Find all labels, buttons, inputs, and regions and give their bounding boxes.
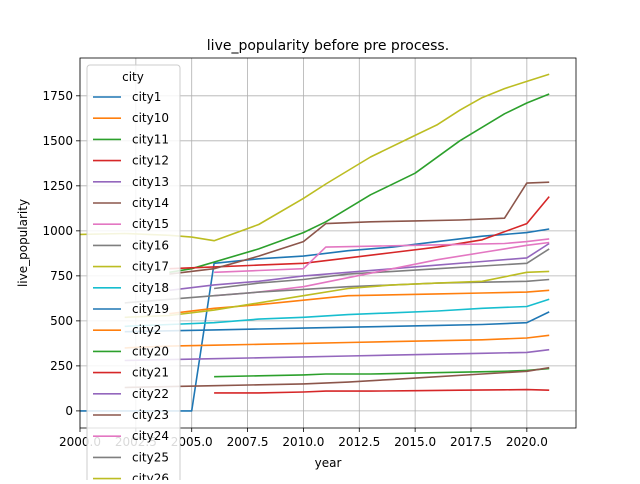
y-tick-label: 1250 <box>42 179 73 193</box>
series-line-city2 <box>124 334 550 349</box>
legend-label-city14: city14 <box>132 196 169 210</box>
legend-title: city <box>122 70 144 84</box>
legend-label-city23: city23 <box>132 408 169 422</box>
y-tick-label: 1750 <box>42 89 73 103</box>
legend-label-city15: city15 <box>132 217 169 231</box>
series-line-city14 <box>169 181 550 275</box>
series-line-city26 <box>124 270 550 319</box>
series-line-city11 <box>169 93 550 274</box>
legend-label-city11: city11 <box>132 132 169 146</box>
series-line-city15 <box>214 238 550 274</box>
x-tick-label: 2017.5 <box>450 435 492 449</box>
y-tick-label: 250 <box>50 359 73 373</box>
y-tick-label: 0 <box>65 404 73 418</box>
x-tick-label: 2020.0 <box>506 435 548 449</box>
y-tick-label: 1000 <box>42 224 73 238</box>
x-tick-label: 2005.0 <box>171 435 213 449</box>
legend-label-city17: city17 <box>132 260 169 274</box>
series-line-city24 <box>214 241 550 297</box>
series-line-city16 <box>214 248 550 290</box>
legend-label-city19: city19 <box>132 302 169 316</box>
legend-label-city25: city25 <box>132 450 169 464</box>
x-tick-label: 2010.0 <box>282 435 324 449</box>
series-lines <box>79 73 550 412</box>
legend-label-city24: city24 <box>132 429 169 443</box>
series-line-city13 <box>169 242 550 292</box>
x-tick-label: 2007.5 <box>227 435 269 449</box>
chart-title: live_popularity before pre process. <box>207 38 449 54</box>
legend-label-city12: city12 <box>132 154 169 168</box>
series-line-city18 <box>124 298 550 328</box>
legend: city city1 city10 city11 city12 city13 city14… <box>86 64 181 484</box>
legend-label-city10: city10 <box>132 111 169 125</box>
plot-frame <box>79 57 577 429</box>
series-line-city21 <box>214 388 550 394</box>
series-line-city22 <box>124 348 550 362</box>
series-line-city23 <box>124 366 550 389</box>
legend-label-city16: city16 <box>132 238 169 252</box>
series-line-city19 <box>124 311 550 333</box>
series-line-city17 <box>79 73 550 242</box>
legend-label-city1: city1 <box>132 90 161 104</box>
legend-label-city26: city26 <box>132 472 169 480</box>
y-tick-label: 750 <box>50 269 73 283</box>
y-axis-label: live_popularity <box>16 199 30 287</box>
x-axis-label: year <box>315 456 342 470</box>
legend-label-city13: city13 <box>132 175 169 189</box>
legend-box <box>86 64 181 484</box>
legend-label-city21: city21 <box>132 366 169 380</box>
series-line-city20 <box>214 367 550 378</box>
series-line-city25 <box>124 278 550 304</box>
x-tick-label: 2015.0 <box>394 435 436 449</box>
legend-label-city22: city22 <box>132 387 169 401</box>
legend-label-city2: city2 <box>132 323 161 337</box>
legend-label-city20: city20 <box>132 344 169 358</box>
legend-label-city18: city18 <box>132 281 169 295</box>
x-tick-label: 2012.5 <box>338 435 380 449</box>
y-tick-label: 1500 <box>42 134 73 148</box>
y-axis-ticks: 0 250 500 750 1000 1250 1500 1750 <box>42 89 80 418</box>
y-tick-label: 500 <box>50 314 73 328</box>
grid-lines <box>79 58 576 428</box>
series-line-city12 <box>169 196 550 270</box>
legend-entries: city1 city10 city11 city12 city13 city14 city1… <box>93 90 169 484</box>
